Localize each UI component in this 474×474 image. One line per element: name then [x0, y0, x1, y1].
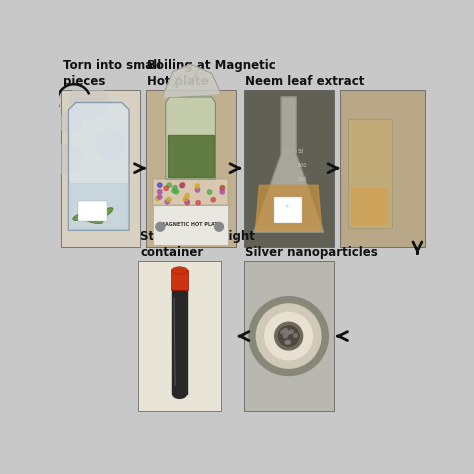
- Circle shape: [283, 334, 287, 338]
- Circle shape: [185, 201, 190, 205]
- Circle shape: [249, 297, 328, 375]
- Text: *: *: [285, 204, 289, 213]
- Polygon shape: [254, 97, 324, 232]
- Circle shape: [220, 190, 224, 194]
- Polygon shape: [70, 183, 127, 228]
- Circle shape: [286, 331, 290, 335]
- Text: 150: 150: [298, 177, 307, 182]
- Text: 100: 100: [298, 163, 307, 168]
- Circle shape: [164, 186, 168, 191]
- Circle shape: [208, 190, 212, 194]
- Circle shape: [96, 130, 125, 159]
- Ellipse shape: [94, 208, 113, 220]
- Circle shape: [215, 222, 223, 231]
- Bar: [153, 205, 228, 245]
- Circle shape: [70, 82, 107, 119]
- Circle shape: [220, 185, 225, 190]
- Ellipse shape: [172, 390, 187, 399]
- Circle shape: [281, 330, 284, 334]
- Bar: [347, 119, 392, 228]
- Text: Stored in airtight
container: Stored in airtight container: [140, 230, 255, 259]
- Circle shape: [211, 198, 215, 202]
- Text: Neem leaf extract: Neem leaf extract: [246, 75, 365, 88]
- Ellipse shape: [172, 267, 188, 274]
- Circle shape: [256, 304, 321, 368]
- Bar: [146, 90, 236, 246]
- Bar: [138, 261, 221, 411]
- Text: 50: 50: [298, 149, 304, 154]
- Circle shape: [157, 190, 162, 194]
- Circle shape: [172, 189, 176, 193]
- Circle shape: [52, 145, 82, 173]
- Bar: [340, 90, 425, 246]
- Circle shape: [59, 112, 82, 134]
- Bar: [61, 90, 140, 246]
- Circle shape: [183, 197, 188, 201]
- Circle shape: [275, 322, 302, 350]
- Circle shape: [155, 196, 160, 201]
- Circle shape: [287, 340, 291, 344]
- Text: Boiling at Magnetic
Hot plate: Boiling at Magnetic Hot plate: [147, 59, 276, 88]
- Circle shape: [174, 190, 179, 194]
- Ellipse shape: [73, 211, 93, 220]
- Polygon shape: [162, 64, 221, 97]
- Text: Torn into small
pieces: Torn into small pieces: [63, 59, 161, 88]
- Polygon shape: [255, 185, 322, 230]
- Ellipse shape: [82, 215, 103, 224]
- Circle shape: [195, 184, 200, 188]
- Circle shape: [265, 312, 312, 360]
- Bar: [172, 270, 188, 291]
- Circle shape: [285, 340, 289, 344]
- Circle shape: [185, 193, 190, 198]
- Circle shape: [278, 326, 299, 346]
- Bar: [153, 179, 228, 205]
- Circle shape: [173, 185, 177, 190]
- Polygon shape: [166, 97, 215, 179]
- Bar: [78, 201, 107, 221]
- Polygon shape: [68, 102, 129, 230]
- Circle shape: [180, 183, 184, 188]
- Text: Silver nanoparticles: Silver nanoparticles: [246, 246, 378, 259]
- Circle shape: [195, 188, 200, 192]
- Circle shape: [294, 334, 297, 337]
- Bar: [351, 188, 388, 225]
- Circle shape: [165, 200, 169, 204]
- Circle shape: [167, 197, 171, 202]
- Polygon shape: [172, 291, 187, 394]
- Circle shape: [196, 201, 201, 205]
- Circle shape: [157, 183, 162, 187]
- Circle shape: [220, 186, 224, 190]
- Circle shape: [290, 330, 293, 334]
- Circle shape: [181, 183, 185, 187]
- Circle shape: [156, 222, 164, 231]
- Bar: [244, 261, 334, 411]
- Circle shape: [157, 195, 162, 199]
- Bar: [274, 197, 301, 223]
- Text: MAGNETIC HOT PLATE: MAGNETIC HOT PLATE: [160, 222, 221, 227]
- Polygon shape: [168, 136, 213, 177]
- Circle shape: [284, 328, 287, 332]
- Circle shape: [167, 183, 172, 187]
- Bar: [244, 90, 334, 246]
- Circle shape: [184, 199, 189, 203]
